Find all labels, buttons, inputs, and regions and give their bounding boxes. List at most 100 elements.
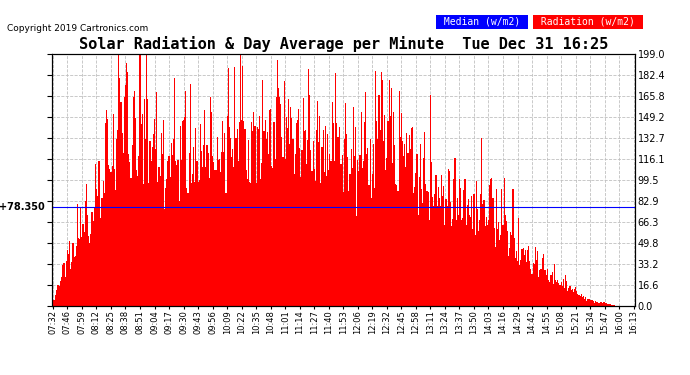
Bar [239,123,240,306]
Bar [165,188,166,306]
Bar [183,120,184,306]
Bar [473,194,475,306]
Bar [358,171,359,306]
Bar [98,160,99,306]
Bar [88,237,89,306]
Bar [228,68,229,306]
Bar [124,97,125,306]
Bar [242,66,244,306]
Bar [422,203,423,306]
Bar [220,172,221,306]
Bar [410,149,411,306]
Bar [435,175,437,306]
Bar [286,117,287,306]
Bar [304,131,305,306]
Bar [522,248,524,306]
Bar [605,303,607,306]
Bar [184,117,185,306]
Bar [414,187,415,306]
Bar [62,266,63,306]
Bar [381,72,382,306]
Bar [344,140,345,306]
Bar [481,138,482,306]
Text: +78.350: +78.350 [0,202,45,212]
Bar [293,174,295,306]
Bar [150,161,152,306]
Bar [270,109,271,306]
Bar [593,301,594,306]
Bar [424,132,425,306]
Bar [472,229,473,306]
Bar [186,188,188,306]
Bar [306,165,307,306]
Bar [395,184,396,306]
Bar [415,173,417,306]
Bar [224,134,226,306]
Bar [118,54,119,306]
Bar [172,155,173,306]
Bar [404,144,405,306]
Bar [452,219,453,306]
Bar [203,145,204,306]
Bar [267,132,268,306]
Bar [387,120,388,306]
Text: Radiation (w/m2): Radiation (w/m2) [535,17,640,27]
Bar [391,88,392,306]
Bar [67,250,68,306]
Bar [432,197,433,306]
Bar [264,120,266,306]
Bar [210,98,211,306]
Bar [490,179,491,306]
Bar [375,71,376,306]
Bar [114,169,115,306]
Bar [325,126,326,306]
Bar [127,72,128,306]
Bar [112,114,114,306]
Bar [479,220,480,306]
Bar [182,121,183,306]
Bar [455,220,457,306]
Bar [59,286,60,306]
Bar [86,184,87,306]
Bar [130,178,132,306]
Bar [613,305,614,306]
Bar [363,161,364,306]
Bar [499,240,500,306]
Bar [446,206,448,306]
Bar [326,176,327,306]
Bar [141,114,143,306]
Bar [323,130,324,306]
Bar [601,303,602,306]
Bar [334,160,335,306]
Bar [117,130,118,306]
Bar [90,234,91,306]
Bar [461,220,462,306]
Bar [138,156,139,306]
Bar [92,221,94,306]
Bar [192,174,193,306]
Bar [356,216,357,306]
Bar [208,178,210,306]
Bar [547,269,549,306]
Bar [451,226,452,306]
Bar [373,144,374,306]
Bar [87,215,88,306]
Bar [477,209,478,306]
Bar [345,103,346,306]
Bar [440,206,441,306]
Bar [125,85,126,306]
Bar [100,218,101,306]
Bar [437,187,439,306]
Bar [367,148,368,306]
Bar [582,297,583,306]
Bar [564,288,565,306]
Bar [291,118,293,306]
Bar [538,277,540,306]
Bar [66,261,67,306]
Bar [79,240,80,306]
Bar [370,139,371,306]
Bar [430,95,431,306]
Bar [413,192,414,306]
Bar [278,88,279,306]
Bar [70,269,71,306]
